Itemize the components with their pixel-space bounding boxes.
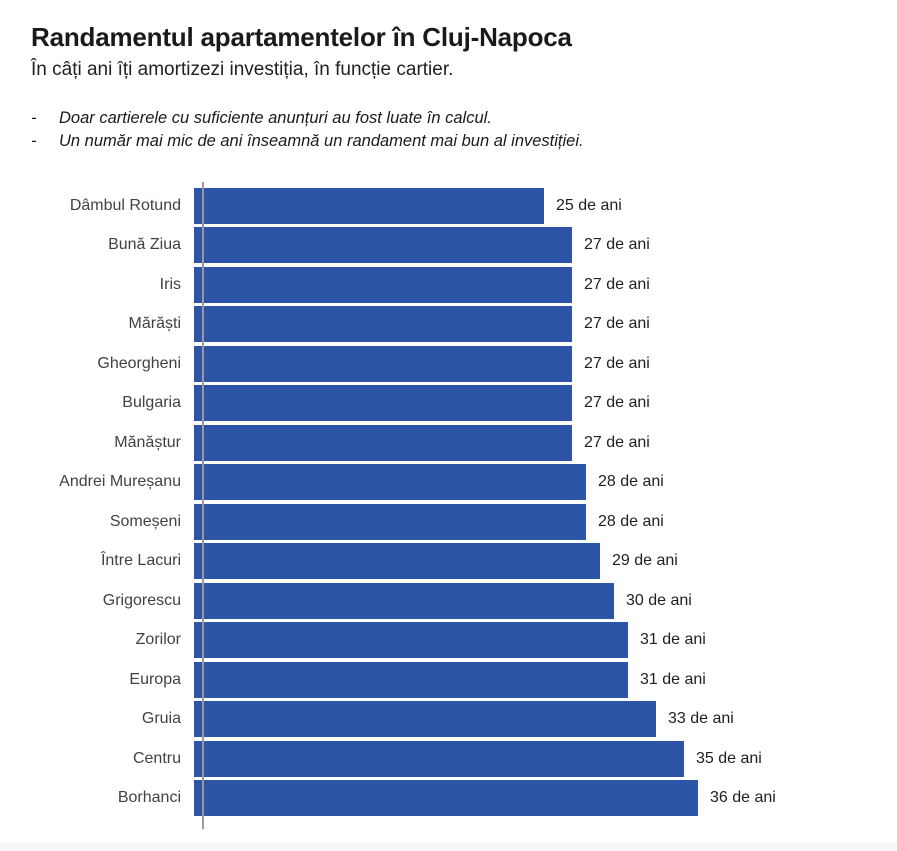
category-label: Iris: [159, 275, 181, 293]
bar-track: 27 de ani: [192, 345, 897, 382]
value-label: 35 de ani: [696, 749, 762, 767]
bullet-dash: -: [31, 132, 37, 150]
footer-band: [0, 842, 897, 851]
chart-row: Mărăști 27 de ani: [0, 305, 897, 345]
chart-row: Zorilor 31 de ani: [0, 621, 897, 661]
category-label: Andrei Mureșanu: [59, 473, 181, 491]
bar: [194, 424, 572, 461]
value-label: 27 de ani: [584, 236, 650, 254]
category-label: Zorilor: [135, 631, 181, 649]
bar-track: 27 de ani: [192, 266, 897, 303]
chart-row: Între Lacuri 29 de ani: [0, 542, 897, 582]
bar-track: 25 de ani: [192, 187, 897, 224]
chart-row: Someșeni 28 de ani: [0, 502, 897, 542]
value-label: 29 de ani: [612, 552, 678, 570]
value-label: 30 de ani: [626, 591, 692, 609]
bar-track: 31 de ani: [192, 622, 897, 659]
bar-track: 31 de ani: [192, 661, 897, 698]
bar-track: 27 de ani: [192, 424, 897, 461]
category-label: Europa: [129, 670, 181, 688]
page-title: Randamentul apartamentelor în Cluj-Napoc…: [31, 22, 572, 52]
bar-track: 35 de ani: [192, 740, 897, 777]
bar: [194, 780, 698, 817]
bar-chart: Dâmbul Rotund 25 de ani Bună Ziua 27 de ani…: [0, 182, 897, 829]
bar-track: 27 de ani: [192, 227, 897, 264]
bar-track: 29 de ani: [192, 543, 897, 580]
value-label: 25 de ani: [556, 196, 622, 214]
note-item: - Doar cartierele cu suficiente anunțuri…: [31, 107, 867, 130]
bar: [194, 187, 544, 224]
bar: [194, 740, 684, 777]
chart-row: Centru 35 de ani: [0, 739, 897, 779]
bar-track: 30 de ani: [192, 582, 897, 619]
category-label: Mănăștur: [114, 433, 181, 451]
chart-row: Bună Ziua 27 de ani: [0, 226, 897, 266]
chart-row: Grigorescu 30 de ani: [0, 581, 897, 621]
note-text: Un număr mai mic de ani înseamnă un rand…: [59, 132, 584, 150]
chart-row: Europa 31 de ani: [0, 660, 897, 700]
category-label: Grigorescu: [102, 591, 181, 609]
category-label: Centru: [132, 749, 181, 767]
bar: [194, 543, 600, 580]
bar: [194, 582, 614, 619]
bar: [194, 306, 572, 343]
value-label: 33 de ani: [668, 710, 734, 728]
chart-row: Borhanci 36 de ani: [0, 779, 897, 819]
category-label: Bună Ziua: [108, 236, 181, 254]
note-text: Doar cartierele cu suficiente anunțuri a…: [59, 109, 492, 127]
chart-row: Mănăștur 27 de ani: [0, 423, 897, 463]
bar-track: 27 de ani: [192, 306, 897, 343]
chart-row: Andrei Mureșanu 28 de ani: [0, 463, 897, 503]
category-label: Someșeni: [109, 512, 181, 530]
bar: [194, 385, 572, 422]
value-label: 27 de ani: [584, 315, 650, 333]
bar-track: 28 de ani: [192, 464, 897, 501]
bar-track: 27 de ani: [192, 385, 897, 422]
chart-row: Gheorgheni 27 de ani: [0, 344, 897, 384]
bar: [194, 227, 572, 264]
chart-rows: Dâmbul Rotund 25 de ani Bună Ziua 27 de ani…: [0, 186, 897, 818]
category-label: Gruia: [141, 710, 181, 728]
value-label: 27 de ani: [584, 275, 650, 293]
chart-header: Randamentul apartamentelor în Cluj-Napoc…: [0, 0, 897, 153]
value-label: 27 de ani: [584, 394, 650, 412]
category-label: Dâmbul Rotund: [69, 196, 181, 214]
page-subtitle: În câți ani îți amortizezi investiția, î…: [31, 59, 454, 80]
bar: [194, 661, 628, 698]
category-label: Bulgaria: [122, 394, 181, 412]
category-label: Între Lacuri: [100, 552, 181, 570]
bar: [194, 701, 656, 738]
bar: [194, 503, 586, 540]
value-label: 28 de ani: [598, 473, 664, 491]
category-label: Mărăști: [128, 315, 181, 333]
bar: [194, 345, 572, 382]
chart-row: Gruia 33 de ani: [0, 700, 897, 740]
value-label: 27 de ani: [584, 433, 650, 451]
bar-track: 33 de ani: [192, 701, 897, 738]
value-label: 31 de ani: [640, 631, 706, 649]
chart-row: Dâmbul Rotund 25 de ani: [0, 186, 897, 226]
bar: [194, 266, 572, 303]
bullet-dash: -: [31, 109, 37, 127]
category-label: Gheorgheni: [97, 354, 181, 372]
note-item: - Un număr mai mic de ani înseamnă un ra…: [31, 130, 867, 153]
value-label: 31 de ani: [640, 670, 706, 688]
chart-row: Iris 27 de ani: [0, 265, 897, 305]
bar: [194, 622, 628, 659]
value-label: 27 de ani: [584, 354, 650, 372]
chart-row: Bulgaria 27 de ani: [0, 384, 897, 424]
y-axis-line: [202, 182, 204, 829]
value-label: 36 de ani: [710, 789, 776, 807]
bar-track: 28 de ani: [192, 503, 897, 540]
notes-list: - Doar cartierele cu suficiente anunțuri…: [31, 107, 867, 153]
bar: [194, 464, 586, 501]
value-label: 28 de ani: [598, 512, 664, 530]
bar-track: 36 de ani: [192, 780, 897, 817]
category-label: Borhanci: [117, 789, 181, 807]
